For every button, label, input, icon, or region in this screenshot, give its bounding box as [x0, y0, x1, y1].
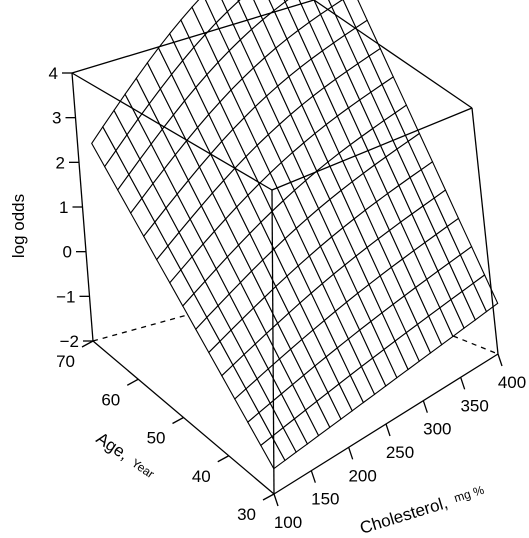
- x-tick-label: 300: [423, 420, 451, 439]
- y-tick: [81, 340, 94, 348]
- y-tick-label: 30: [237, 505, 256, 524]
- y-axis-title-unit: Year: [129, 456, 157, 481]
- z-tick-label: 0: [63, 243, 72, 262]
- box-edge-front: [313, 0, 473, 109]
- x-tick: [273, 493, 279, 507]
- x-axis-title-unit: mg %: [452, 483, 486, 505]
- surface-cell: [472, 274, 499, 313]
- x-axis-title: Cholesterol, mg %: [358, 482, 488, 538]
- x-tick: [460, 377, 466, 390]
- x-tick: [497, 353, 503, 367]
- y-tick-label: 40: [192, 467, 211, 486]
- y-tick: [217, 455, 230, 463]
- x-tick-label: 350: [460, 396, 488, 415]
- z-tick-label: −2: [60, 332, 79, 351]
- y-tick: [262, 493, 275, 501]
- box-edge-front: [471, 107, 499, 355]
- y-axis-title-main: Age,: [93, 429, 133, 464]
- y-tick: [172, 416, 184, 425]
- x-tick: [422, 400, 428, 413]
- x-tick-label: 200: [348, 466, 376, 485]
- surface-mesh: [91, 0, 499, 470]
- z-tick-label: 3: [52, 109, 61, 128]
- x-tick-label: 250: [386, 443, 414, 462]
- box-edge-front: [71, 72, 273, 191]
- x-tick: [348, 447, 354, 460]
- z-tick-label: −1: [56, 287, 75, 306]
- z-tick-label: 1: [59, 198, 68, 217]
- box-edge-front: [71, 0, 315, 74]
- x-axis-title-main: Cholesterol,: [358, 493, 450, 538]
- z-axis: 4 3 2 1 0 −1 −2: [49, 64, 93, 351]
- x-tick: [310, 470, 316, 483]
- x-tick-label: 400: [498, 373, 526, 392]
- x-tick-label: 150: [311, 490, 339, 509]
- x-tick-label: 100: [274, 513, 302, 532]
- z-tick-label: 2: [56, 153, 65, 172]
- y-axis: 30 40 50 60 70: [56, 340, 275, 524]
- x-tick: [385, 423, 391, 437]
- y-tick: [126, 378, 139, 386]
- y-tick-label: 70: [56, 352, 75, 371]
- y-tick-label: 50: [147, 429, 166, 448]
- box-edge-front: [271, 107, 473, 191]
- z-tick-label: 4: [49, 64, 58, 83]
- y-tick-label: 60: [101, 390, 120, 409]
- x-axis: 100 150 200 250 300 350 400: [273, 353, 526, 532]
- z-axis-title: log odds: [9, 194, 28, 258]
- box-edge-front: [271, 189, 275, 495]
